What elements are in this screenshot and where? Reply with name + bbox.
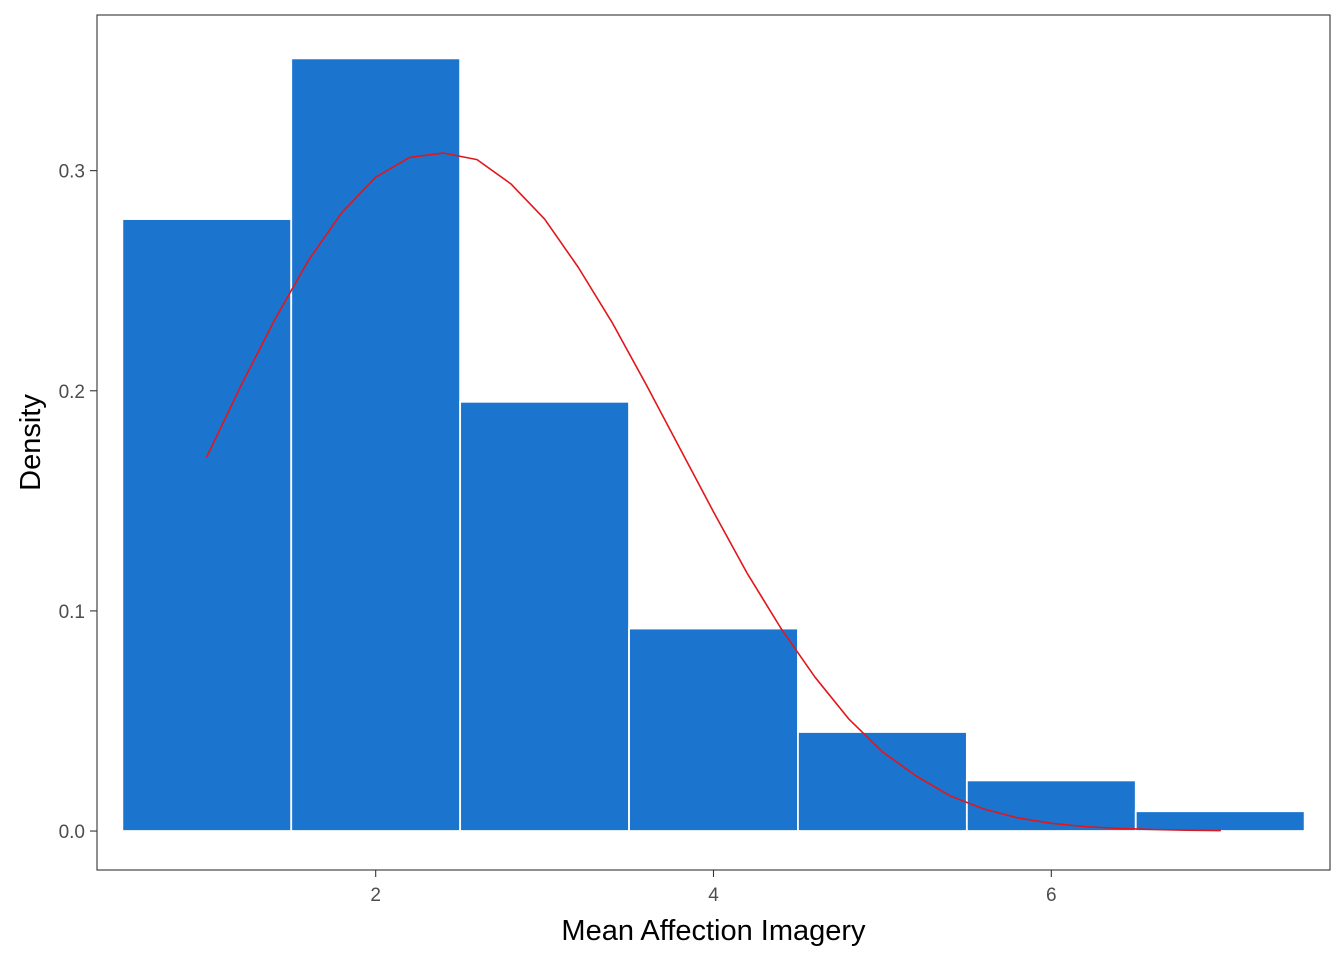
x-tick-label: 2 [370, 885, 381, 906]
histogram-bar-5 [797, 731, 968, 832]
histogram-bar-2 [290, 57, 462, 832]
y-axis: 0.0 0.1 0.2 0.3 [59, 162, 97, 843]
histogram-bars [121, 57, 1306, 832]
y-axis-title: Density [15, 394, 47, 491]
histogram-bar-7 [1134, 810, 1306, 832]
density-curve [205, 152, 1222, 832]
x-axis: 2 4 6 [370, 870, 1057, 906]
x-tick-label: 4 [708, 885, 719, 906]
y-tick-label: 0.2 [59, 382, 85, 403]
histogram-bar-1 [121, 218, 293, 832]
x-axis-title: Mean Affection Imagery [561, 915, 866, 947]
y-tick-label: 0.0 [59, 822, 85, 843]
y-tick-label: 0.3 [59, 162, 85, 183]
histogram-bar-4 [628, 627, 799, 832]
y-tick-label: 0.1 [59, 602, 85, 623]
x-tick-label: 6 [1046, 885, 1057, 906]
density-curve-layer [205, 152, 1222, 832]
histogram-bar-3 [459, 400, 630, 832]
